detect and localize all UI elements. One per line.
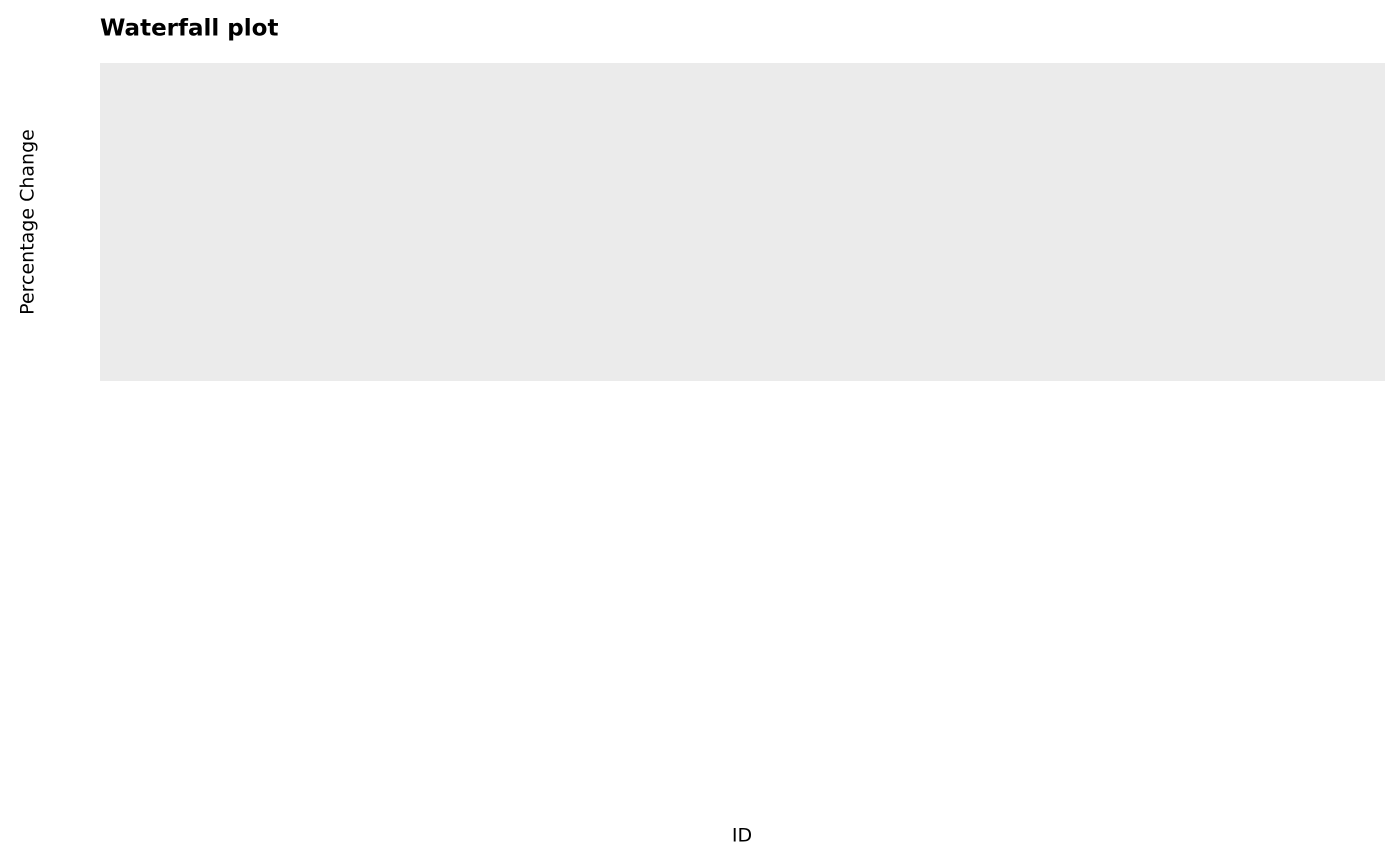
- y-axis-title: Percentage Change: [17, 129, 39, 315]
- x-axis-title: ID: [732, 825, 752, 847]
- chart-title: Waterfall plot: [100, 16, 278, 42]
- panel: [100, 63, 1385, 381]
